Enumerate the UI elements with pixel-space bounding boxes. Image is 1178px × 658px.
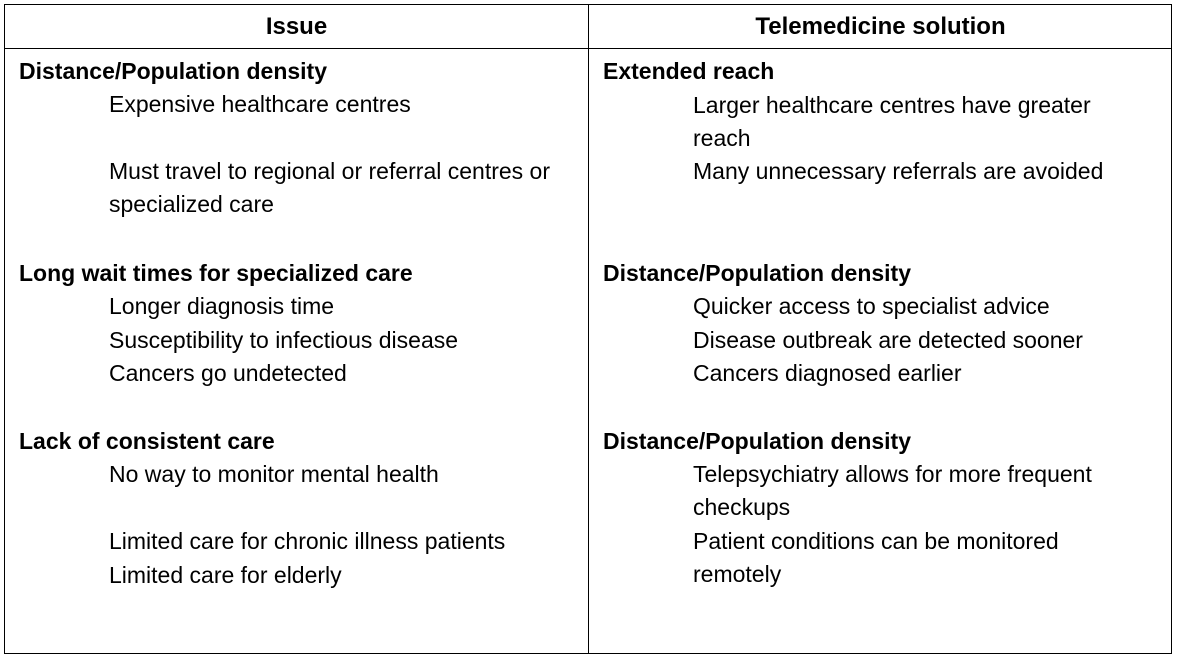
- comparison-table: Issue Telemedicine solution Distance/Pop…: [4, 4, 1172, 654]
- issue-section-title: Distance/Population density: [19, 58, 327, 84]
- issue-item: Must travel to regional or referral cent…: [109, 158, 551, 217]
- issue-section-title: Long wait times for specialized care: [19, 260, 413, 286]
- solution-section-title: Extended reach: [603, 58, 775, 84]
- solution-section-title: Distance/Population density: [603, 260, 911, 286]
- issue-item: Longer diagnosis time: [109, 293, 335, 319]
- solution-column-header: Telemedicine solution: [755, 12, 1006, 40]
- issue-section-title: Lack of consistent care: [19, 428, 275, 454]
- issue-item: Limited care for elderly: [109, 562, 342, 588]
- issue-item: Expensive healthcare centres: [109, 91, 411, 117]
- solution-item: Many unnecessary referrals are avoided: [693, 158, 1104, 184]
- column-divider: [588, 5, 589, 653]
- header-divider: [5, 48, 1171, 49]
- issue-item: Susceptibility to infectious disease: [109, 327, 459, 353]
- solution-item: Disease outbreak are detected sooner: [693, 327, 1083, 353]
- solution-section-title: Distance/Population density: [603, 428, 911, 454]
- solution-item: Cancers diagnosed earlier: [693, 360, 962, 386]
- solution-item: Larger healthcare centres have greater r…: [693, 92, 1091, 151]
- issue-item: No way to monitor mental health: [109, 461, 439, 487]
- solution-item: Quicker access to specialist advice: [693, 293, 1050, 319]
- solution-item: Telepsychiatry allows for more frequent …: [693, 461, 1092, 520]
- solution-item: Patient conditions can be monitored remo…: [693, 528, 1059, 587]
- issue-column-header: Issue: [265, 12, 328, 40]
- issue-item: Cancers go undetected: [109, 360, 347, 386]
- issue-item: Limited care for chronic illness patient…: [109, 528, 506, 554]
